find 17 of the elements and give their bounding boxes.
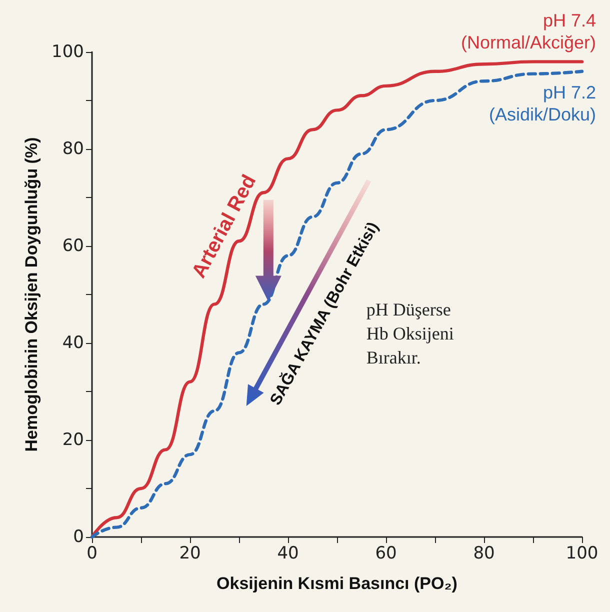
y-tick-label: 60 [62, 236, 84, 256]
y-tick-label: 20 [62, 430, 84, 450]
x-tick-label: 20 [179, 544, 201, 564]
y-tick-label: 100 [52, 42, 84, 62]
x-tick-label: 40 [277, 544, 299, 564]
y-tick-label: 40 [62, 333, 84, 353]
y-tick-label: 80 [62, 139, 84, 159]
x-axis-title: Oksijenin Kısmi Basıncı (PO₂) [216, 574, 458, 593]
x-tick-label: 100 [566, 544, 598, 564]
annotation: pH Düşerse Hb Oksijeni Bırakır. [366, 299, 454, 368]
x-tick-label: 80 [473, 544, 495, 564]
x-tick-label: 60 [375, 544, 397, 564]
y-axis-title: Hemoglobinin Oksijen Doygunluğu (%) [22, 137, 41, 452]
series-label: pH 7.2 (Asidik/Doku) [488, 82, 596, 124]
y-tick-label: 0 [73, 527, 84, 547]
series-label: pH 7.4 (Normal/Akciğer) [460, 10, 596, 53]
x-tick-label: 0 [86, 544, 98, 564]
